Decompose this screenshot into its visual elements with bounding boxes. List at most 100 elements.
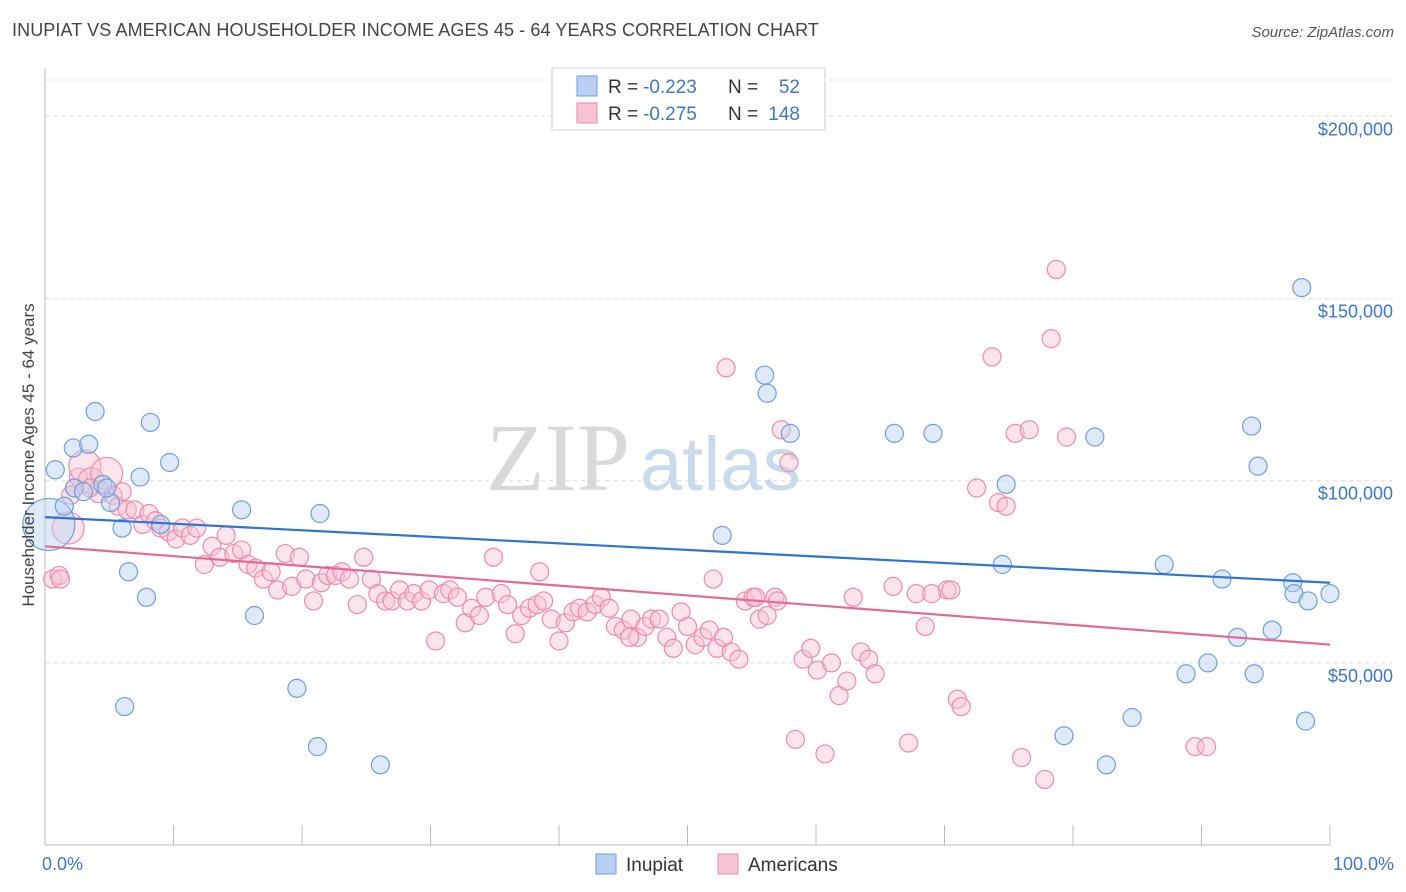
americans-point-142 xyxy=(716,358,736,378)
inupiat-point-28 xyxy=(884,423,904,443)
legend-swatch-0 xyxy=(576,75,598,97)
inupiat-point-51 xyxy=(97,478,117,498)
americans-point-113 xyxy=(843,587,863,607)
americans-point-12 xyxy=(117,500,137,520)
americans-point-118 xyxy=(620,627,640,647)
americans-point-85 xyxy=(641,609,662,629)
americans-point-48 xyxy=(375,591,396,611)
americans-point-45 xyxy=(354,547,374,567)
source-label: Source: ZipAtlas.com xyxy=(1251,24,1394,41)
inupiat-point-8 xyxy=(100,492,121,513)
americans-point-52 xyxy=(404,584,424,604)
americans-point-42 xyxy=(332,562,352,582)
americans-point-119 xyxy=(703,569,723,589)
americans-point-147 xyxy=(80,478,100,498)
inupiat-point-0 xyxy=(22,497,76,552)
americans-point-90 xyxy=(677,616,698,637)
inupiat-point-37 xyxy=(1176,664,1196,684)
bottom-legend-label-1: Americans xyxy=(748,855,838,876)
americans-point-61 xyxy=(469,605,489,626)
trend-lines xyxy=(44,516,1331,646)
americans-point-58 xyxy=(447,587,468,607)
axes xyxy=(44,68,1331,846)
americans-point-44 xyxy=(347,594,367,615)
americans-point-105 xyxy=(785,729,806,749)
americans-point-128 xyxy=(996,496,1016,516)
americans-point-135 xyxy=(1056,427,1077,447)
americans-trend-line xyxy=(44,545,1331,646)
americans-point-71 xyxy=(541,609,561,629)
americans-point-130 xyxy=(1011,747,1032,768)
americans-point-97 xyxy=(729,649,749,669)
americans-point-24 xyxy=(202,536,222,556)
americans-point-55 xyxy=(426,631,446,651)
inupiat-point-6 xyxy=(85,401,105,422)
inupiat-point-5 xyxy=(79,434,99,454)
x-tick-labels: 0.0% 100.0% xyxy=(42,854,1394,874)
bottom-legend-swatch-1 xyxy=(717,853,739,875)
legend-r-value-1: -0.275 xyxy=(643,104,697,125)
inupiat-point-22 xyxy=(307,737,328,757)
inupiat-point-4 xyxy=(63,438,83,458)
legend-n-label-0: N = xyxy=(728,77,758,98)
inupiat-point-26 xyxy=(757,383,777,403)
legend-n-label-1: N = xyxy=(728,104,758,125)
americans-point-41 xyxy=(325,565,346,586)
americans-point-72 xyxy=(549,631,569,651)
americans-point-32 xyxy=(261,562,281,582)
americans-point-76 xyxy=(577,602,597,622)
americans-point-124 xyxy=(951,696,971,717)
americans-point-26 xyxy=(216,525,236,545)
americans-point-101 xyxy=(757,605,777,626)
americans-point-62 xyxy=(476,587,496,607)
americans-point-140 xyxy=(1185,737,1205,757)
americans-point-43 xyxy=(339,569,360,589)
y-tick-label-3: $200,000 xyxy=(1318,119,1393,139)
bottom-legend-swatch-0 xyxy=(595,853,617,875)
americans-point-91 xyxy=(685,635,705,655)
americans-point-143 xyxy=(746,587,766,607)
y-tick-label-0: $50,000 xyxy=(1328,666,1393,686)
inupiat-point-13 xyxy=(136,587,157,607)
inupiat-point-25 xyxy=(754,365,775,385)
americans-point-122 xyxy=(915,616,935,637)
inupiat-point-2 xyxy=(54,496,74,516)
inupiat-point-16 xyxy=(160,452,180,473)
inupiat-point-24 xyxy=(712,525,732,545)
americans-point-109 xyxy=(815,744,835,764)
watermark: ZIP atlas xyxy=(486,404,801,511)
americans-point-31 xyxy=(253,569,274,589)
americans-point-116 xyxy=(865,664,885,684)
x-tick-label-max: 100.0% xyxy=(1333,854,1394,874)
y-tick-labels: $50,000 $100,000 $150,000 $200,000 xyxy=(1318,119,1393,685)
inupiat-point-32 xyxy=(1054,726,1074,746)
inupiat-point-27 xyxy=(780,423,800,443)
americans-point-65 xyxy=(498,594,518,615)
inupiat-point-7 xyxy=(93,474,113,494)
inupiat-point-31 xyxy=(992,554,1012,575)
americans-point-79 xyxy=(599,598,619,618)
inupiat-point-49 xyxy=(1295,711,1316,731)
americans-point-138 xyxy=(922,584,942,604)
americans-point-106 xyxy=(793,649,813,669)
inupiat-point-29 xyxy=(923,423,943,443)
inupiat-point-19 xyxy=(244,605,265,626)
americans-point-133 xyxy=(1041,329,1061,349)
americans-point-37 xyxy=(296,569,316,589)
americans-point-112 xyxy=(837,671,857,691)
americans-point-136 xyxy=(883,576,903,596)
americans-point-114 xyxy=(851,642,871,662)
inupiat-point-18 xyxy=(232,500,252,520)
americans-point-19 xyxy=(166,529,186,549)
series-inupiat xyxy=(22,278,1340,775)
inupiat-point-36 xyxy=(1154,554,1174,575)
inupiat-point-20 xyxy=(287,678,307,698)
americans-point-87 xyxy=(657,627,677,647)
americans-point-2 xyxy=(51,511,85,545)
americans-point-77 xyxy=(585,594,605,615)
americans-point-23 xyxy=(194,554,214,575)
americans-point-121 xyxy=(906,584,926,604)
americans-point-134 xyxy=(1046,259,1066,280)
legend-r-label-1: R = xyxy=(608,104,638,125)
americans-point-83 xyxy=(627,627,647,647)
